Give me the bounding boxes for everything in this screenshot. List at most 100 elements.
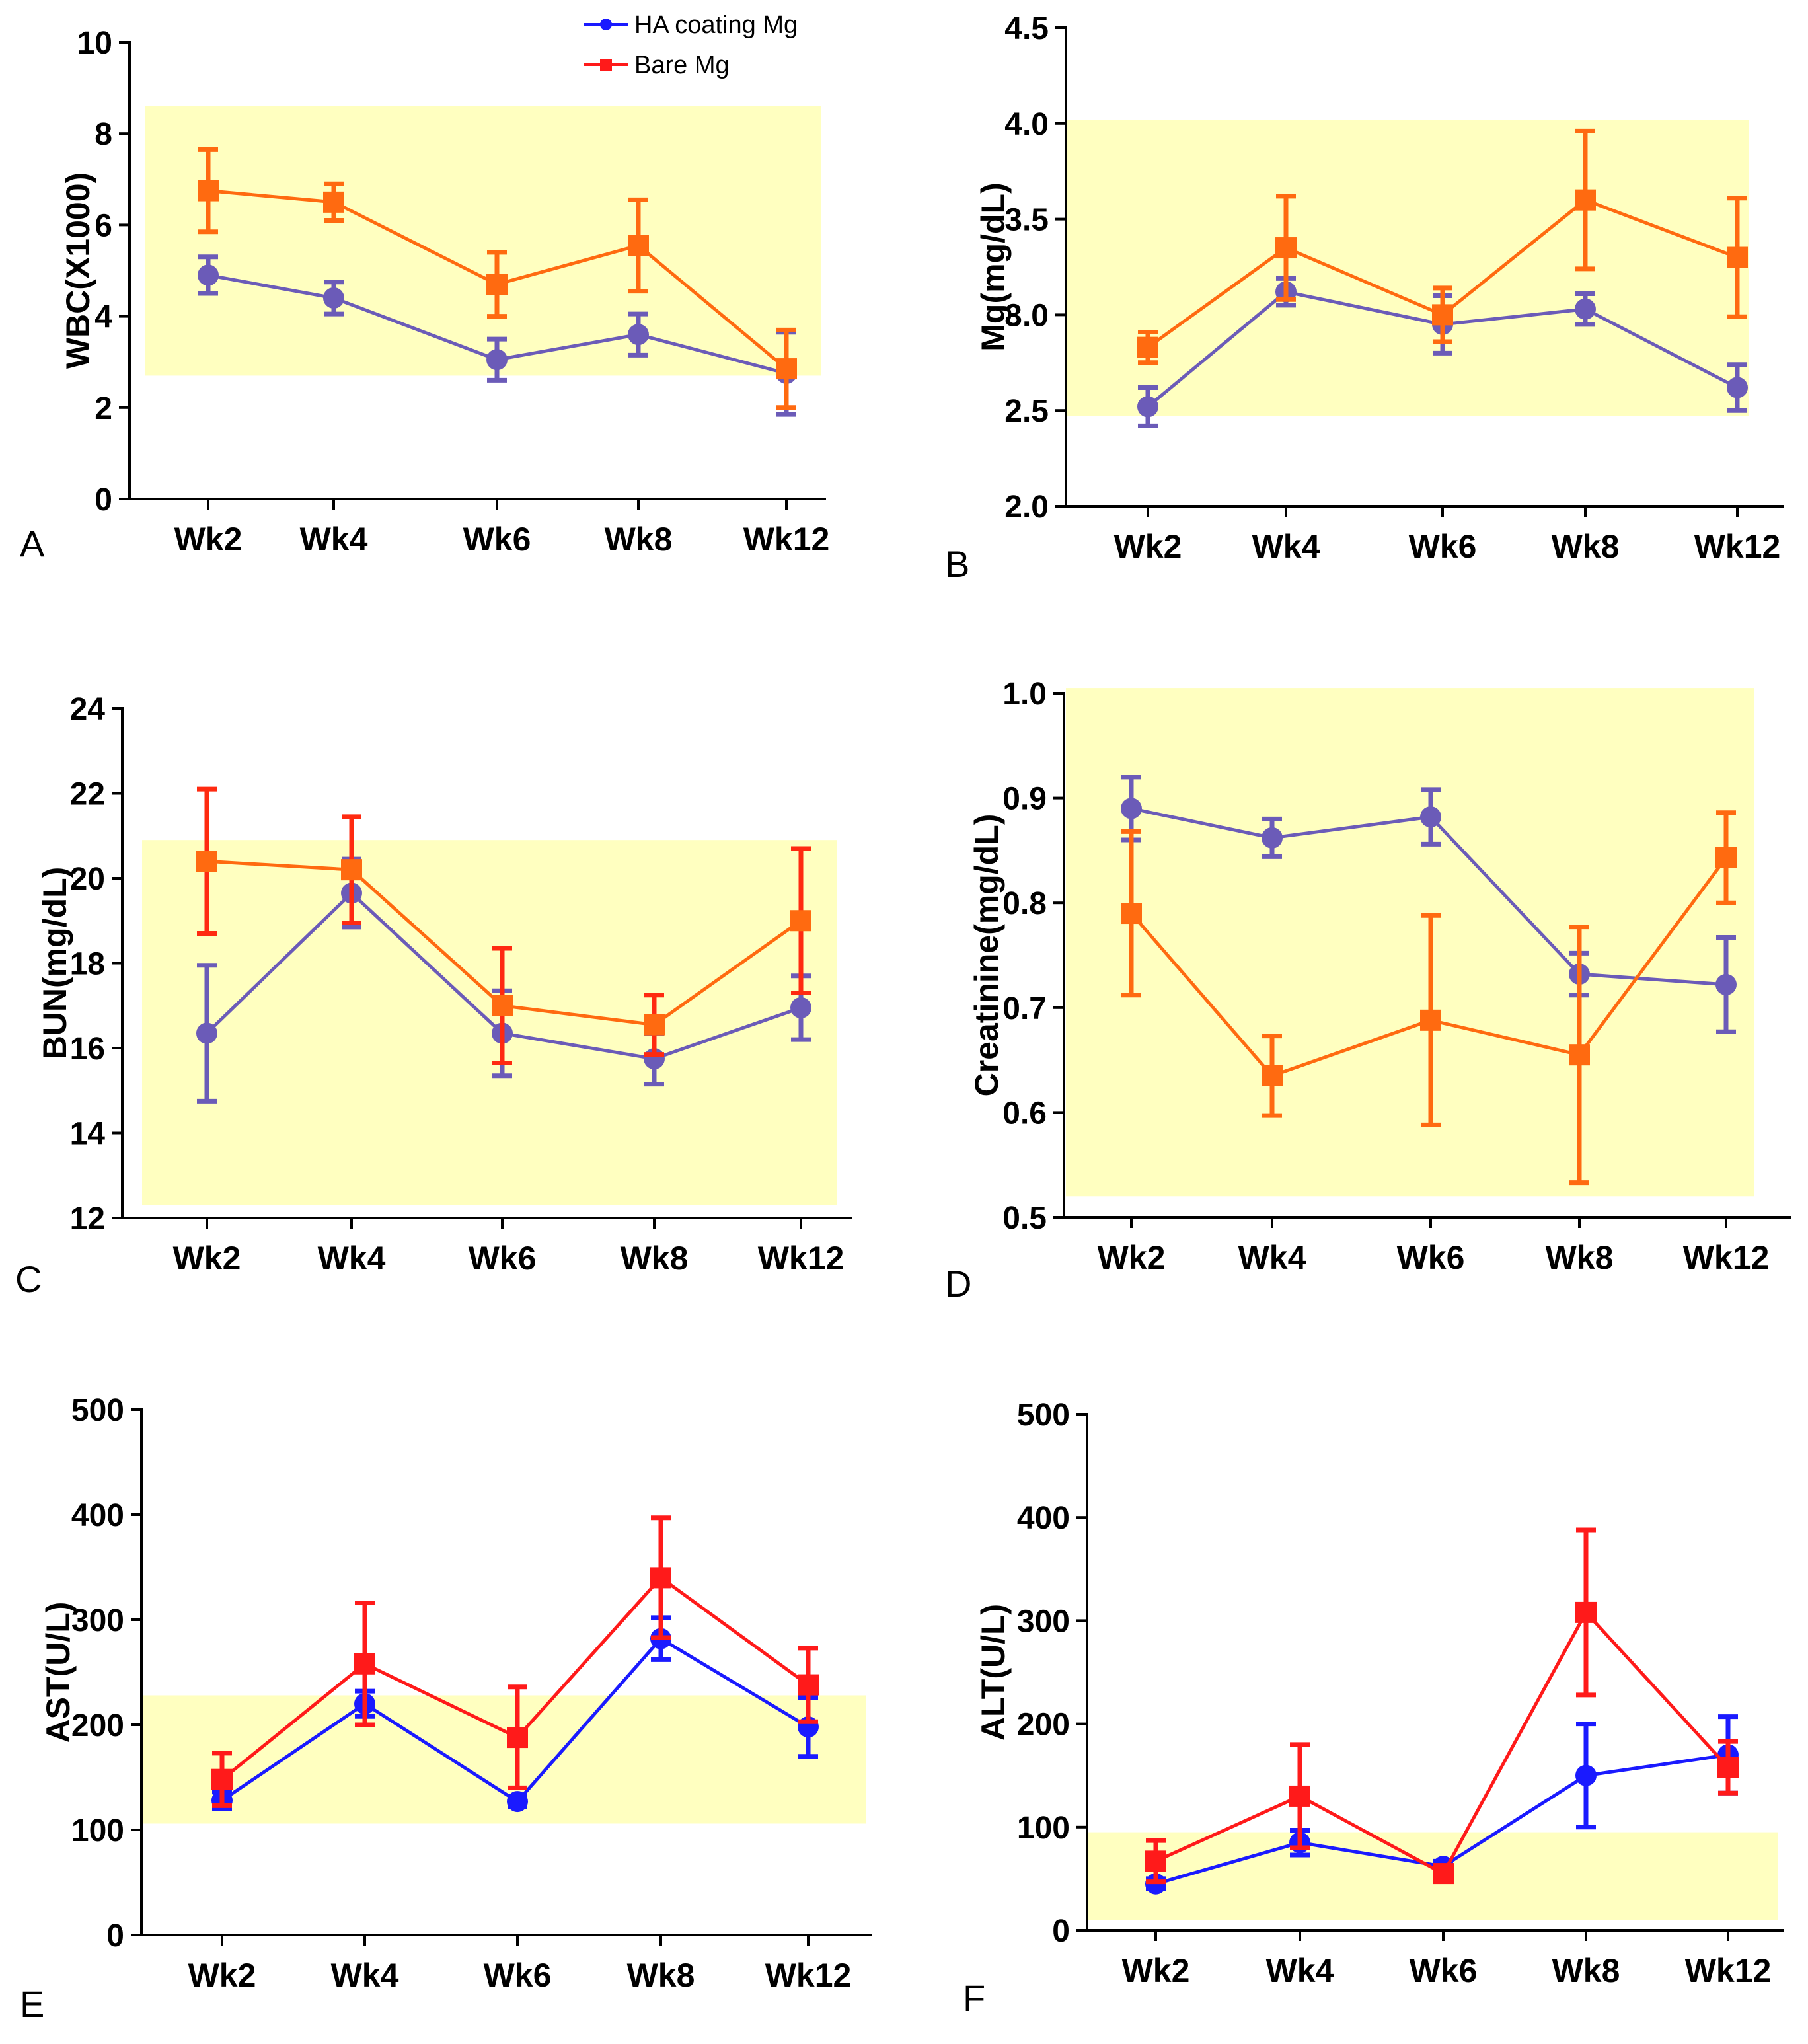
legend-ha-label: HA coating Mg [634,11,798,39]
data-point [1575,189,1596,211]
y-tick-label: 100 [1017,1811,1070,1846]
x-tick-label: Wk8 [1546,1239,1614,1276]
data-point [1420,1009,1441,1031]
data-point [1727,246,1748,268]
panel-letter: D [945,1263,971,1305]
y-tick-label: 2.0 [1004,490,1049,525]
data-point [1575,1764,1597,1786]
data-point [1262,827,1283,849]
x-tick-label: Wk6 [1409,528,1477,565]
data-point [507,1791,528,1813]
panel-e: 0 100 200 300 400 500 Wk2 Wk4 Wk6 Wk8 Wk12 AST(U/L)… [20,1393,872,2025]
x-tick-label: Wk2 [1122,1952,1190,1989]
y-tick-label: 4.5 [1004,11,1049,46]
x-tick-label: Wk12 [1683,1239,1770,1276]
x-tick-label: Wk8 [605,521,673,558]
panel-b: 2.0 2.5 3.0 3.5 4.0 4.5 Wk2 Wk4 Wk6 Wk8 Wk12 Mg(mg/… [945,11,1784,585]
panel-letter: F [963,1977,985,2019]
y-tick-label: 300 [1017,1604,1070,1639]
data-point [198,180,219,202]
data-point [776,358,797,380]
data-point [196,851,217,872]
data-point [790,997,811,1018]
y-axis-title: Mg(mg/dL) [975,182,1012,351]
reference-band [1087,1832,1778,1920]
data-point [1432,304,1453,326]
data-point [323,191,344,213]
x-tick-label: Wk12 [1694,528,1781,565]
data-point [1121,903,1142,925]
panel-a: 0 2 4 6 8 10 Wk2 Wk4 Wk6 Wk8 Wk12 WBC(X1000) A [20,26,829,564]
data-point [1289,1785,1310,1807]
x-tick-label: Wk2 [1098,1239,1166,1276]
y-tick-label: 500 [71,1393,124,1428]
reference-band [1066,120,1749,416]
y-tick-label: 200 [71,1708,124,1743]
data-point [196,1022,217,1044]
data-point [1137,336,1158,358]
reference-band [1066,688,1754,1197]
x-tick-label: Wk8 [627,1957,695,1994]
x-tick-label: Wk4 [1238,1239,1306,1276]
x-tick-label: Wk6 [469,1240,537,1277]
x-tick-label: Wk6 [463,521,531,558]
y-tick-label: 100 [71,1813,124,1848]
y-tick-label: 400 [1017,1501,1070,1536]
y-tick-label: 200 [1017,1708,1070,1743]
y-tick-label: 500 [1017,1398,1070,1433]
data-point [1145,1850,1166,1872]
data-point [1727,377,1748,398]
panel-letter: E [20,1983,44,2025]
y-tick-label: 3.5 [1004,203,1049,238]
x-tick-label: Wk12 [758,1240,845,1277]
y-tick-label: 18 [70,947,105,982]
y-tick-label: 20 [70,862,105,897]
data-point [1569,1044,1590,1066]
data-point [628,324,649,346]
x-tick-label: Wk12 [1685,1952,1772,1989]
y-tick-label: 0.8 [1002,886,1047,921]
x-tick-label: Wk8 [1552,1952,1620,1989]
reference-band [145,106,821,376]
y-axis-title: AST(U/L) [40,1602,77,1743]
x-tick-label: Wk4 [1252,528,1320,565]
x-tick-label: Wk2 [1114,528,1182,565]
y-axis-title: ALT(U/L) [975,1604,1012,1741]
x-tick-label: Wk8 [1552,528,1620,565]
legend-bare-label: Bare Mg [634,52,730,79]
y-tick-label: 2 [94,391,112,426]
y-tick-label: 16 [70,1032,105,1067]
y-tick-label: 0.6 [1002,1096,1047,1131]
y-tick-label: 4 [94,300,112,335]
data-point [323,287,344,309]
data-point [650,1567,671,1589]
data-point [198,264,219,286]
data-point [1262,1065,1283,1086]
panel-letter: A [20,523,45,564]
y-tick-label: 2.5 [1004,394,1049,429]
legend-ha-marker [600,19,612,30]
data-point [1433,1863,1454,1885]
data-point [1420,806,1441,828]
x-tick-label: Wk4 [300,521,368,558]
x-tick-label: Wk12 [765,1957,852,1994]
panel-d: 0.5 0.6 0.7 0.8 0.9 1.0 Wk2 Wk4 Wk6 Wk8 Wk12 Creati… [945,677,1791,1305]
y-tick-label: 0.9 [1002,782,1047,817]
panel-letter: C [15,1258,42,1300]
data-point [798,1674,819,1696]
data-point [507,1727,528,1749]
data-point [354,1653,375,1675]
x-tick-label: Wk6 [484,1957,552,1994]
x-tick-label: Wk2 [188,1957,256,1994]
panel-f: 0 100 200 300 400 500 Wk2 Wk4 Wk6 Wk8 Wk12 ALT(U/L)… [963,1398,1784,2019]
x-tick-label: Wk8 [621,1240,689,1277]
y-tick-label: 14 [70,1117,106,1152]
x-tick-label: Wk6 [1397,1239,1465,1276]
data-point [492,995,513,1016]
data-point [1575,1601,1597,1623]
data-point [1717,1757,1739,1778]
y-tick-label: 0 [94,482,112,517]
y-tick-label: 0.7 [1002,991,1047,1026]
y-axis-title: Creatinine(mg/dL) [968,814,1005,1097]
